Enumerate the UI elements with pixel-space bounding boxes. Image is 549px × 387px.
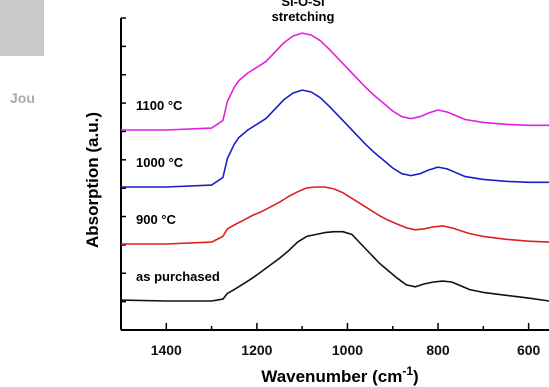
journal-logo-block <box>0 0 44 56</box>
series-line-1 <box>121 89 549 188</box>
series-label-1: 1000 °C <box>136 155 184 170</box>
x-axis-title: Wavenumber (cm-1) <box>261 364 418 386</box>
series-line-0 <box>121 32 549 131</box>
x-axis-tick-labels: 1400 1200 1000 800 600 <box>151 342 541 358</box>
series-lines <box>120 32 549 302</box>
series-label-2: 900 °C <box>136 212 177 227</box>
journal-name-fragment: Jou <box>10 90 35 106</box>
series-line-3 <box>120 230 549 302</box>
x-axis-ticks <box>120 323 530 330</box>
x-tick-label: 1000 <box>332 342 363 358</box>
series-label-3: as purchased <box>136 269 220 284</box>
x-tick-label: 800 <box>426 342 450 358</box>
annotation-line-2: stretching <box>272 9 335 24</box>
x-tick-label: 1400 <box>151 342 182 358</box>
x-tick-label: 600 <box>517 342 541 358</box>
annotation-line-1: Si-O-Si <box>281 0 324 9</box>
y-axis-title: Absorption (a.u.) <box>83 112 102 248</box>
series-labels: 1100 °C 1000 °C 900 °C as purchased <box>136 98 220 284</box>
series-line-2 <box>121 186 549 245</box>
series-label-0: 1100 °C <box>136 98 183 113</box>
x-tick-label: 1200 <box>241 342 272 358</box>
